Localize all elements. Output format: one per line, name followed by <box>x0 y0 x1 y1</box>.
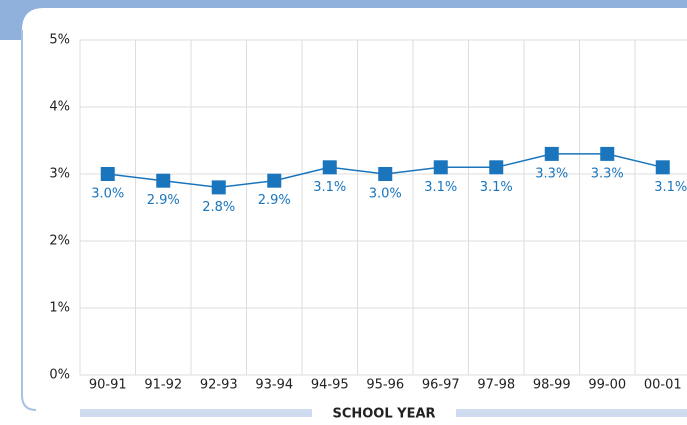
axis-bar <box>456 409 687 417</box>
x-tick-label: 91-92 <box>144 378 182 393</box>
y-tick-label: 0% <box>49 368 70 383</box>
x-axis-label: SCHOOL YEAR <box>332 407 435 422</box>
point <box>211 180 226 195</box>
x-tick-label: 98-99 <box>533 378 571 393</box>
point <box>655 160 670 175</box>
point <box>378 167 393 181</box>
axis-bar <box>80 409 312 417</box>
x-tick-label: 00-01 <box>644 378 682 393</box>
panel-border <box>21 30 37 411</box>
y-tick-label: 4% <box>49 100 70 115</box>
point <box>156 173 171 188</box>
data-label: 3.3% <box>535 166 568 181</box>
point <box>267 173 282 188</box>
y-tick-label: 1% <box>49 301 70 316</box>
point <box>600 146 615 161</box>
point <box>544 146 559 161</box>
data-label: 2.9% <box>258 193 291 208</box>
x-tick-label: 97-98 <box>477 378 515 393</box>
x-tick-label: 90-91 <box>89 378 127 393</box>
point <box>322 160 337 175</box>
data-label: 3.0% <box>369 187 402 202</box>
point <box>489 160 504 175</box>
x-tick-label: 99-00 <box>588 378 626 393</box>
point <box>433 160 448 175</box>
data-label: 3.1% <box>654 180 687 195</box>
x-tick-label: 93-94 <box>255 378 293 393</box>
data-label: 2.8% <box>202 200 235 215</box>
panel <box>22 8 687 425</box>
point <box>100 167 115 181</box>
data-label: 3.3% <box>591 166 624 181</box>
y-tick-label: 3% <box>49 167 70 182</box>
x-tick-label: 95-96 <box>366 378 404 393</box>
data-label: 2.9% <box>147 193 180 208</box>
data-label: 3.1% <box>313 180 346 195</box>
y-tick-label: 2% <box>49 234 70 249</box>
x-tick-label: 94-95 <box>311 378 349 393</box>
x-tick-label: 92-93 <box>200 378 238 393</box>
x-tick-label: 96-97 <box>422 378 460 393</box>
y-tick-label: 5% <box>49 33 70 48</box>
data-label: 3.1% <box>480 180 513 195</box>
data-label: 3.0% <box>91 187 124 202</box>
data-label: 3.1% <box>424 180 457 195</box>
